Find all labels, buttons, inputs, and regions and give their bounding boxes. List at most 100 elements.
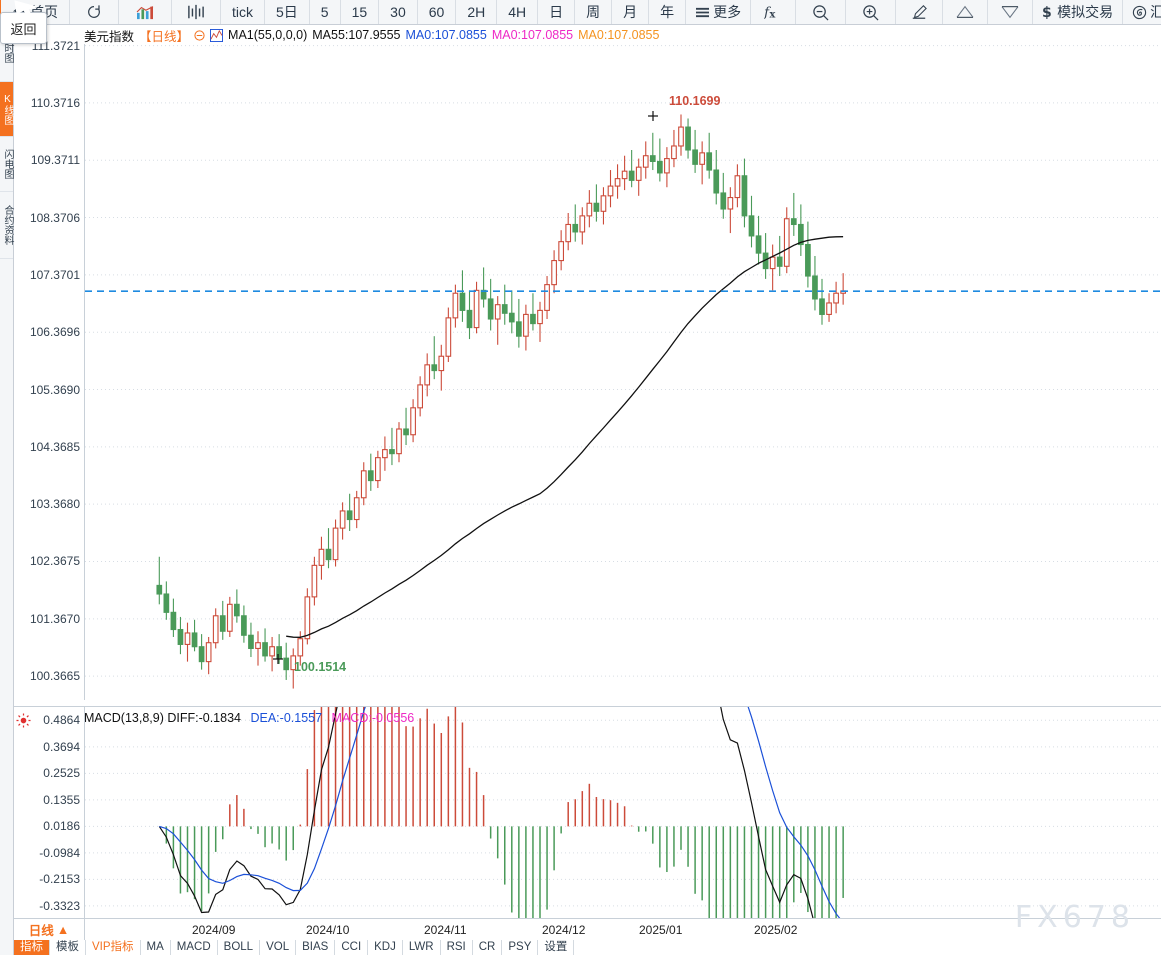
indicator-tab[interactable]: BOLL: [218, 940, 261, 955]
macd-tick-label: -0.2153: [39, 872, 80, 887]
price-plot-area[interactable]: 110.1699 100.1514: [84, 44, 1161, 700]
indicator-tab[interactable]: MACD: [171, 940, 218, 955]
collapse-icon[interactable]: [194, 29, 205, 41]
toolbar-item-more[interactable]: 更多: [686, 0, 752, 24]
price-tick-label: 100.3665: [29, 669, 80, 684]
toolbar-item-zoom-in[interactable]: [846, 0, 897, 24]
indicator-tab[interactable]: CR: [473, 940, 503, 955]
toolbar-item-h4[interactable]: 4H: [497, 0, 539, 24]
toolbar-label-m15: 15: [351, 4, 368, 20]
period-selector[interactable]: 日线 ▲: [14, 919, 85, 940]
zoom-in-icon: [862, 4, 879, 21]
ma55-value: MA55:107.9555: [312, 28, 401, 42]
sidebar-item-kline-chart[interactable]: K线图: [0, 82, 13, 137]
sidebar-item-lightning-chart[interactable]: 闪电图: [0, 137, 13, 192]
macd-y-axis: 0.4864 0.3694 0.2525 0.1355 0.0186 -0.0984 -0.…: [14, 707, 84, 919]
macd-tick-label: 0.2525: [43, 766, 80, 781]
toolbar-item-peak[interactable]: [943, 0, 989, 24]
settings-sun-icon[interactable]: [16, 713, 31, 728]
indicator-tab[interactable]: CCI: [335, 940, 369, 955]
toolbar-label-h2: 2H: [467, 4, 486, 20]
indicator-tab[interactable]: 指标: [14, 940, 50, 955]
indicator-tab[interactable]: VOL: [260, 940, 297, 955]
swirl-icon: [1132, 5, 1147, 20]
toolbar-item-day[interactable]: 日: [538, 0, 576, 24]
toolbar-item-demo-trade[interactable]: $ 模拟交易: [1033, 0, 1124, 24]
indicator-tab[interactable]: 设置: [538, 940, 575, 955]
macd-plot-area[interactable]: [84, 707, 1161, 919]
equalizer-icon: [186, 4, 206, 20]
macd-tick-label: -0.0984: [39, 845, 80, 860]
toolbar-label-week: 周: [586, 4, 601, 20]
toolbar-item-m60[interactable]: 60: [418, 0, 457, 24]
toolbar-item-trough[interactable]: [988, 0, 1034, 24]
ma-formula: MA1(55,0,0,0): [228, 28, 308, 42]
toolbar-item-tick[interactable]: tick: [221, 0, 265, 24]
dollar-icon: $: [1042, 4, 1054, 20]
toolbar-item-week[interactable]: 周: [575, 0, 613, 24]
price-tick-label: 108.3706: [29, 210, 80, 225]
price-tick-label: 107.3701: [29, 267, 80, 282]
toolbar-label-year: 年: [660, 4, 675, 20]
triangle-down-icon: [1000, 4, 1020, 20]
price-tick-label: 110.3716: [30, 95, 80, 110]
toolbar-item-fx678[interactable]: 汇通财经: [1123, 0, 1161, 24]
time-tick-label: 2025/01: [639, 923, 683, 937]
toolbar-label-demo-trade: 模拟交易: [1057, 4, 1114, 20]
toolbar-label-5day: 5日: [276, 4, 298, 20]
toolbar-item-h2[interactable]: 2H: [456, 0, 498, 24]
indicator-tab[interactable]: PSY: [502, 940, 539, 955]
sidebar-item-time-chart[interactable]: 时图: [0, 25, 13, 82]
toolbar-item-zoom-out[interactable]: [796, 0, 847, 24]
indicator-tab[interactable]: VIP指标: [86, 940, 141, 955]
triangle-up-small-icon: ▲: [56, 922, 70, 937]
triangle-up-icon: [955, 4, 975, 20]
macd-tick-label: 0.4864: [43, 713, 80, 728]
time-tick-label: 2024/12: [542, 923, 586, 937]
bar-chart-icon: [135, 4, 155, 20]
svg-text:110.1699: 110.1699: [669, 94, 720, 108]
toolbar-item-5day[interactable]: 5日: [265, 0, 310, 24]
macd-tick-label: 0.0186: [43, 819, 80, 834]
toolbar-item-year[interactable]: 年: [649, 0, 687, 24]
main-toolbar: 首页 tick 5日 5 15 30 60 2H 4H 日: [0, 0, 1161, 25]
left-sidebar: 时图 K线图 闪电图 合约资料: [0, 25, 14, 955]
period-selector-label: 日线: [28, 924, 54, 938]
indicator-tab[interactable]: MA: [141, 940, 171, 955]
macd-macd-value: MACD:-0.0556: [331, 711, 415, 725]
price-pane: 111.3721 110.3716 109.3711 108.3706 107.3701…: [14, 39, 1161, 700]
hamburger-icon: [695, 6, 710, 19]
toolbar-label-m30: 30: [390, 4, 406, 20]
watermark: FX678: [1014, 900, 1135, 935]
toolbar-item-m5[interactable]: 5: [310, 0, 341, 24]
ma0-orange-value: MA0:107.0855: [578, 28, 660, 42]
toolbar-label-m5: 5: [320, 4, 329, 20]
toolbar-item-m30[interactable]: 30: [379, 0, 418, 24]
toolbar-item-indicator[interactable]: [172, 0, 221, 24]
sidebar-label-contract-info: 合约资料: [2, 205, 13, 245]
toolbar-item-chart[interactable]: [119, 0, 172, 24]
macd-tick-label: 0.3694: [43, 739, 80, 754]
toolbar-label-day: 日: [549, 4, 564, 20]
indicator-tab-bar: 指标 模板 VIP指标 MA MACD BOLL VOL BIAS CCI KDJ LWR RSI CR…: [14, 940, 1161, 955]
indicator-tab[interactable]: KDJ: [368, 940, 403, 955]
ma-legend-icon: [210, 28, 224, 42]
toolbar-item-draw[interactable]: [896, 0, 944, 24]
sidebar-item-contract-info[interactable]: 合约资料: [0, 192, 13, 259]
ma0-magenta-value: MA0:107.0855: [491, 28, 574, 42]
toolbar-item-month[interactable]: 月: [612, 0, 650, 24]
candlestick-chart: 110.1699 100.1514: [85, 45, 1161, 689]
toolbar-item-m15[interactable]: 15: [341, 0, 380, 24]
indicator-tab[interactable]: LWR: [403, 940, 441, 955]
price-tick-label: 105.3690: [29, 382, 80, 397]
svg-text:f: f: [764, 5, 771, 20]
price-tick-label: 103.3680: [29, 497, 80, 512]
sidebar-label-lightning-chart: 闪电图: [2, 149, 13, 179]
svg-text:x: x: [770, 9, 776, 20]
indicator-tab[interactable]: RSI: [441, 940, 473, 955]
toolbar-item-refresh[interactable]: [70, 0, 119, 24]
indicator-tab[interactable]: BIAS: [296, 940, 336, 955]
indicator-tab[interactable]: 模板: [50, 940, 86, 955]
